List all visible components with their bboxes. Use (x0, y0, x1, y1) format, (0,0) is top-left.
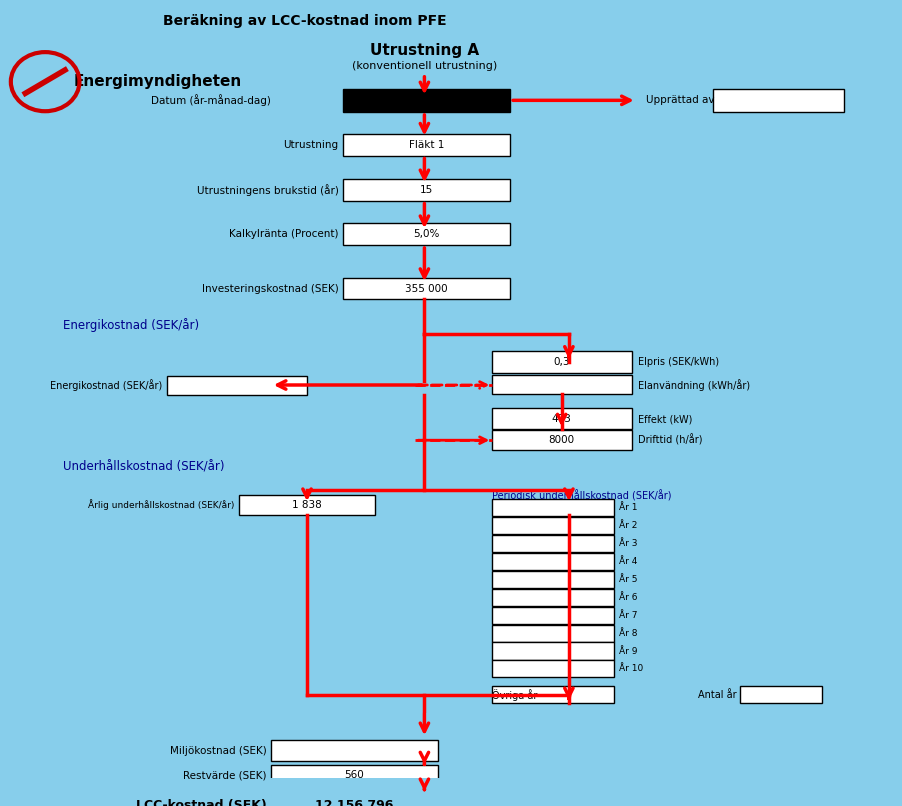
Text: År 2: År 2 (618, 521, 636, 530)
Text: 0,3: 0,3 (553, 357, 569, 367)
Text: År 8: År 8 (618, 629, 636, 638)
FancyBboxPatch shape (167, 376, 307, 395)
FancyBboxPatch shape (492, 535, 613, 552)
Text: Underhållskostnad (SEK/år): Underhållskostnad (SEK/år) (63, 460, 225, 473)
Text: Kalkylränta (Procent): Kalkylränta (Procent) (229, 229, 338, 239)
Text: 355 000: 355 000 (404, 284, 447, 293)
FancyBboxPatch shape (492, 351, 631, 372)
FancyBboxPatch shape (492, 430, 631, 450)
Text: 15: 15 (419, 185, 432, 195)
FancyBboxPatch shape (343, 223, 510, 245)
Text: År 4: År 4 (618, 557, 636, 566)
FancyBboxPatch shape (492, 660, 613, 678)
Text: Elpris (SEK/kWh): Elpris (SEK/kWh) (637, 357, 718, 367)
Text: Energikostnad (SEK/år): Energikostnad (SEK/år) (51, 379, 162, 391)
FancyBboxPatch shape (492, 571, 613, 588)
FancyBboxPatch shape (343, 134, 510, 156)
FancyBboxPatch shape (492, 588, 613, 606)
Text: Fläkt 1: Fläkt 1 (408, 139, 444, 150)
FancyBboxPatch shape (492, 375, 631, 394)
FancyBboxPatch shape (343, 89, 510, 112)
FancyBboxPatch shape (271, 740, 437, 762)
Text: 8000: 8000 (548, 435, 574, 445)
Text: År 10: År 10 (618, 664, 642, 673)
Text: Årlig underhållskostnad (SEK/år): Årlig underhållskostnad (SEK/år) (88, 500, 235, 510)
Text: Utrustning A: Utrustning A (370, 43, 478, 58)
Text: Investeringskostnad (SEK): Investeringskostnad (SEK) (202, 284, 338, 293)
Text: Datum (år-månad-dag): Datum (år-månad-dag) (151, 94, 271, 106)
Text: 560: 560 (344, 771, 364, 780)
Text: År 5: År 5 (618, 575, 636, 584)
Text: Utrustningens brukstid (år): Utrustningens brukstid (år) (197, 184, 338, 196)
Text: (konventionell utrustning): (konventionell utrustning) (352, 61, 496, 71)
FancyBboxPatch shape (271, 792, 437, 806)
FancyBboxPatch shape (492, 553, 613, 570)
Text: 1 838: 1 838 (292, 500, 321, 509)
Text: Upprättad av: Upprättad av (645, 95, 713, 106)
FancyBboxPatch shape (492, 500, 613, 517)
FancyBboxPatch shape (492, 686, 613, 703)
Text: Energikostnad (SEK/år): Energikostnad (SEK/år) (63, 318, 199, 332)
Text: Utrustning: Utrustning (283, 139, 338, 150)
Text: År 7: År 7 (618, 611, 636, 620)
Text: År 9: År 9 (618, 646, 636, 655)
Text: Antal år: Antal år (697, 690, 736, 700)
Text: Elanvändning (kWh/år): Elanvändning (kWh/år) (637, 379, 749, 391)
Text: Energimyndigheten: Energimyndigheten (74, 74, 242, 89)
Text: År 1: År 1 (618, 504, 636, 513)
FancyBboxPatch shape (271, 765, 437, 787)
Text: 12 156 796: 12 156 796 (315, 799, 392, 806)
FancyBboxPatch shape (492, 409, 631, 430)
FancyBboxPatch shape (492, 607, 613, 624)
Text: Drifttid (h/år): Drifttid (h/år) (637, 434, 701, 446)
FancyBboxPatch shape (740, 686, 821, 703)
Text: LCC-kostnad (SEK): LCC-kostnad (SEK) (135, 799, 266, 806)
FancyBboxPatch shape (239, 495, 374, 515)
FancyBboxPatch shape (492, 517, 613, 534)
FancyBboxPatch shape (713, 89, 843, 112)
Text: År 3: År 3 (618, 539, 636, 548)
Text: Restvärde (SEK): Restvärde (SEK) (183, 771, 266, 780)
Text: Beräkning av LCC-kostnad inom PFE: Beräkning av LCC-kostnad inom PFE (162, 14, 446, 28)
Text: Periodisk underhållskostnad (SEK/år): Periodisk underhållskostnad (SEK/år) (492, 491, 671, 502)
Text: Effekt (kW): Effekt (kW) (637, 414, 691, 424)
Text: 473: 473 (551, 414, 571, 424)
FancyBboxPatch shape (492, 642, 613, 659)
FancyBboxPatch shape (343, 277, 510, 300)
Text: Övriga år: Övriga år (492, 688, 537, 700)
Text: År 6: År 6 (618, 593, 636, 602)
FancyBboxPatch shape (492, 625, 613, 642)
Text: Miljökostnad (SEK): Miljökostnad (SEK) (170, 746, 266, 755)
Circle shape (23, 62, 68, 101)
Text: 5,0%: 5,0% (412, 229, 439, 239)
FancyBboxPatch shape (343, 179, 510, 201)
